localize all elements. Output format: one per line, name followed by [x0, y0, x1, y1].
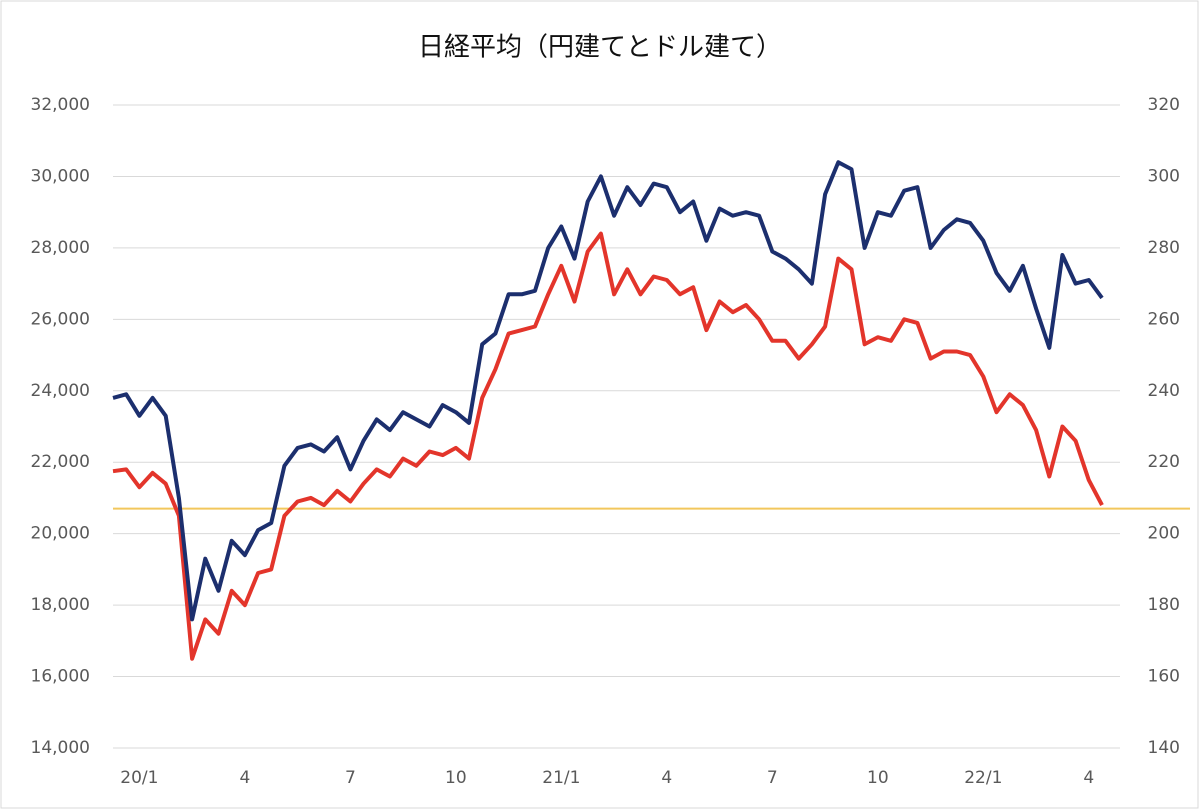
series-line [112, 160, 1104, 622]
y2-tick-label: 320 [1148, 95, 1180, 115]
y2-tick-label: 160 [1148, 667, 1180, 687]
x-tick-label: 20/1 [120, 768, 158, 788]
x-tick-label: 7 [345, 768, 356, 788]
chart-title: 日経平均（円建てとドル建て） [418, 33, 782, 63]
x-tick-label: 4 [661, 768, 672, 788]
x-tick-label: 21/1 [542, 768, 580, 788]
y-tick-label: 24,000 [31, 381, 90, 401]
x-tick-label: 7 [767, 768, 778, 788]
y2-tick-label: 240 [1148, 381, 1180, 401]
y2-tick-label: 260 [1148, 309, 1180, 329]
x-tick-label: 22/1 [964, 768, 1002, 788]
y-tick-label: 22,000 [31, 452, 90, 472]
y-tick-label: 18,000 [31, 595, 90, 615]
y-tick-label: 16,000 [31, 667, 90, 687]
y2-tick-label: 300 [1148, 166, 1180, 186]
x-tick-label: 4 [239, 768, 250, 788]
y2-tick-label: 280 [1148, 238, 1180, 258]
x-tick-label: 4 [1083, 768, 1094, 788]
y2-tick-label: 200 [1148, 524, 1180, 544]
y2-tick-label: 180 [1148, 595, 1180, 615]
y-tick-label: 20,000 [31, 524, 90, 544]
y-tick-label: 26,000 [31, 309, 90, 329]
series-line [112, 231, 1104, 661]
y2-tick-label: 140 [1148, 738, 1180, 758]
y-tick-label: 28,000 [31, 238, 90, 258]
y-tick-label: 30,000 [31, 166, 90, 186]
y-tick-label: 32,000 [31, 95, 90, 115]
x-tick-label: 10 [867, 768, 889, 788]
y-tick-label: 14,000 [31, 738, 90, 758]
y2-tick-label: 220 [1148, 452, 1180, 472]
x-tick-label: 10 [445, 768, 467, 788]
